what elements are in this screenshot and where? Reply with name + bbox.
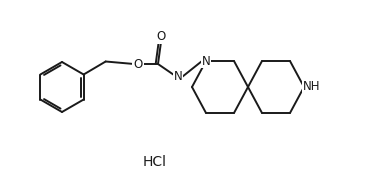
Text: N: N xyxy=(174,70,183,84)
Text: HCl: HCl xyxy=(143,155,167,169)
Text: O: O xyxy=(134,58,142,70)
Text: O: O xyxy=(156,31,165,43)
Text: NH: NH xyxy=(303,80,321,94)
Text: N: N xyxy=(201,55,210,68)
